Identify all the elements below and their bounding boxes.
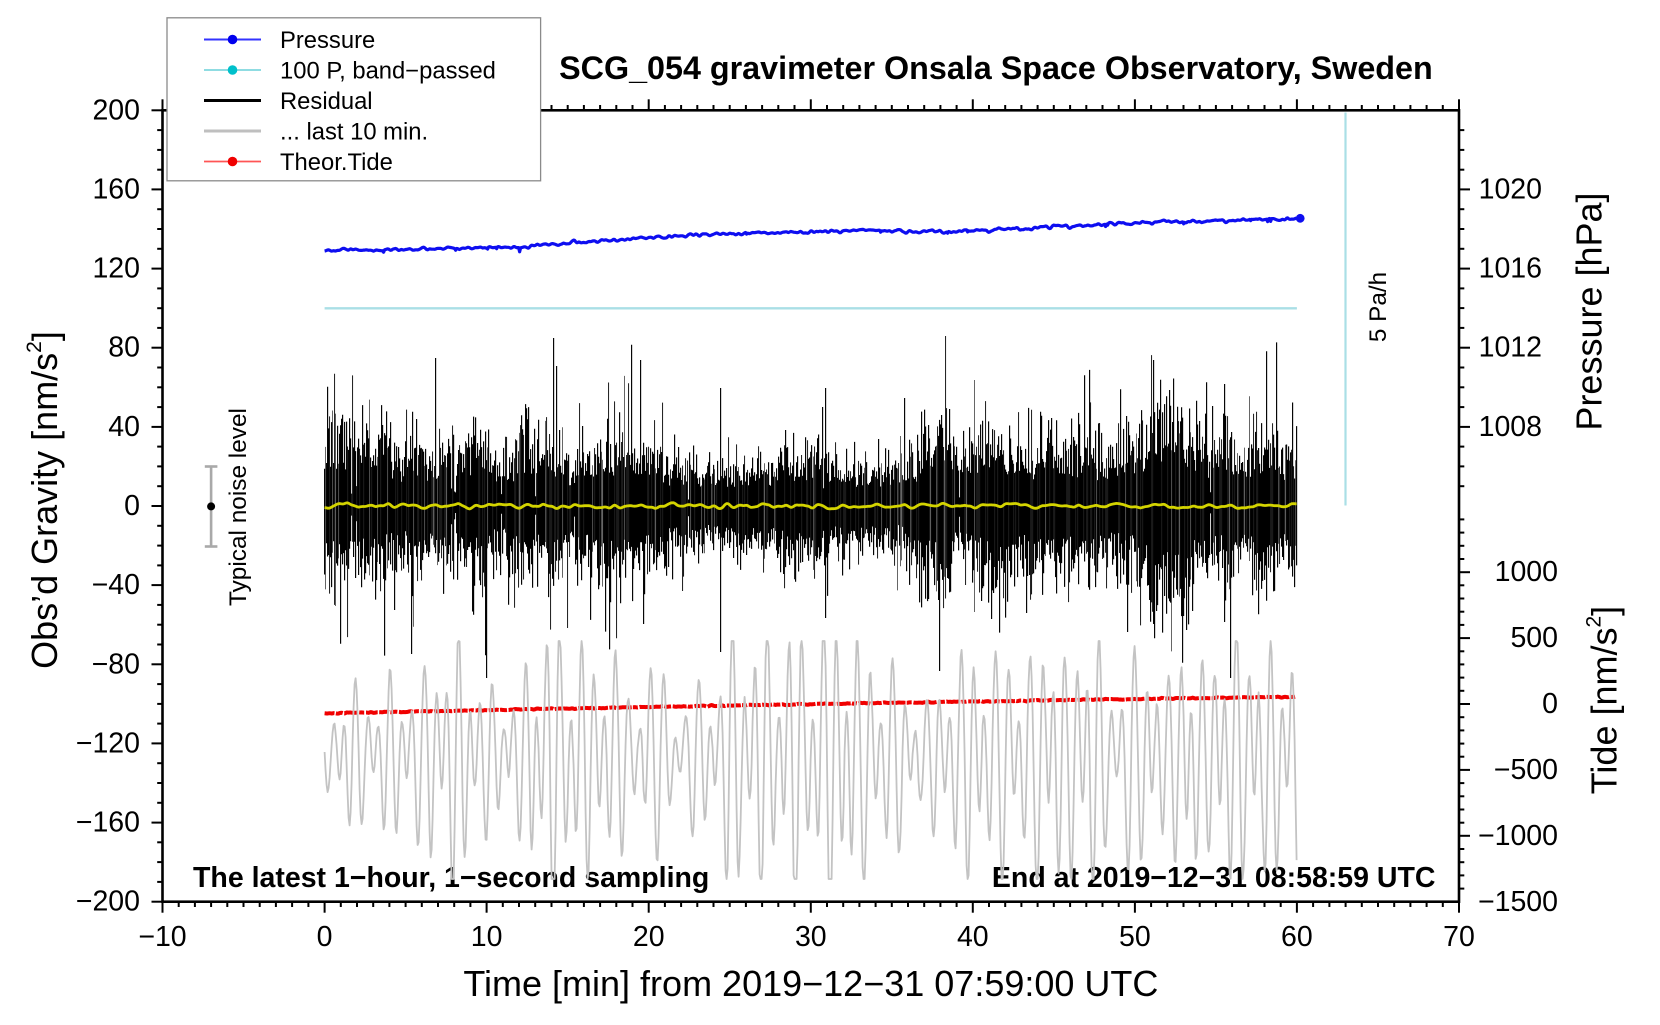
svg-text:40: 40 [957,921,989,953]
svg-text:Theor.Tide: Theor.Tide [280,149,393,176]
svg-text:70: 70 [1443,921,1475,953]
svg-text:160: 160 [92,173,140,205]
svg-text:SCG_054 gravimeter Onsala Spac: SCG_054 gravimeter Onsala Space Observat… [559,50,1433,86]
svg-text:30: 30 [795,921,827,953]
svg-text:100 P, band−passed: 100 P, band−passed [280,58,496,85]
svg-text:−40: −40 [92,569,140,601]
svg-text:0: 0 [1542,688,1558,720]
svg-text:1012: 1012 [1479,332,1542,364]
svg-text:Typical noise level: Typical noise level [225,408,252,606]
svg-text:0: 0 [124,490,140,522]
svg-text:0: 0 [317,921,333,953]
svg-text:Time [min] from 2019−12−31 07:: Time [min] from 2019−12−31 07:59:00 UTC [463,963,1158,1004]
svg-text:1000: 1000 [1495,556,1558,588]
svg-text:5 Pa/h: 5 Pa/h [1365,272,1392,342]
svg-text:Tide [nm/s2]: Tide [nm/s2] [1582,606,1625,794]
svg-text:−120: −120 [76,727,140,759]
svg-text:−10: −10 [138,921,186,953]
svg-text:40: 40 [108,411,140,443]
svg-text:500: 500 [1510,622,1558,654]
svg-text:... last 10 min.: ... last 10 min. [280,119,428,146]
svg-text:Residual: Residual [280,88,373,115]
svg-text:End at 2019−12−31 08:58:59 UTC: End at 2019−12−31 08:58:59 UTC [992,862,1436,894]
svg-text:Pressure: Pressure [280,27,375,54]
svg-text:−80: −80 [92,648,140,680]
svg-text:−200: −200 [76,886,140,918]
svg-text:−160: −160 [76,807,140,839]
svg-text:200: 200 [92,94,140,126]
svg-text:80: 80 [108,332,140,364]
svg-text:1020: 1020 [1479,173,1542,205]
svg-text:120: 120 [92,253,140,285]
svg-text:−500: −500 [1494,754,1558,786]
svg-text:Pressure [hPa]: Pressure [hPa] [1569,192,1610,430]
svg-text:−1000: −1000 [1478,820,1558,852]
svg-text:−1500: −1500 [1478,886,1558,918]
svg-text:1008: 1008 [1479,411,1542,443]
svg-text:20: 20 [633,921,665,953]
svg-text:1016: 1016 [1479,253,1542,285]
svg-text:10: 10 [471,921,503,953]
svg-text:60: 60 [1281,921,1313,953]
svg-text:50: 50 [1119,921,1151,953]
svg-text:Obs’d Gravity [nm/s2]: Obs’d Gravity [nm/s2] [23,331,66,669]
